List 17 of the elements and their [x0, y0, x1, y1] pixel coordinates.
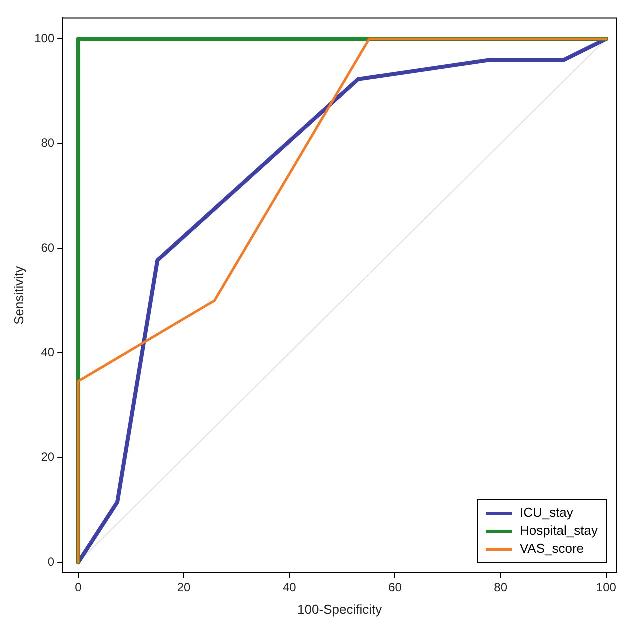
y-tick-label: 0: [48, 554, 55, 569]
x-tick-label: 0: [75, 580, 82, 595]
x-tick-label: 80: [494, 580, 508, 595]
x-tick-label: 100: [596, 580, 617, 595]
x-tick-label: 40: [282, 580, 297, 595]
x-tick-label: 20: [177, 580, 192, 595]
y-tick-label: 100: [34, 31, 55, 46]
y-tick-label: 80: [41, 136, 55, 150]
legend-label: Hospital_stay: [520, 522, 598, 540]
x-tick-label: 60: [388, 580, 402, 595]
x-axis-title: 100-Specificity: [298, 602, 383, 617]
legend-label: ICU_stay: [520, 504, 574, 522]
y-tick-label: 20: [41, 450, 55, 464]
y-tick-label: 40: [41, 345, 55, 360]
y-axis-title: Sensitivity: [11, 266, 26, 325]
y-tick-label: 60: [41, 240, 55, 255]
legend-label: VAS_score: [520, 540, 584, 558]
